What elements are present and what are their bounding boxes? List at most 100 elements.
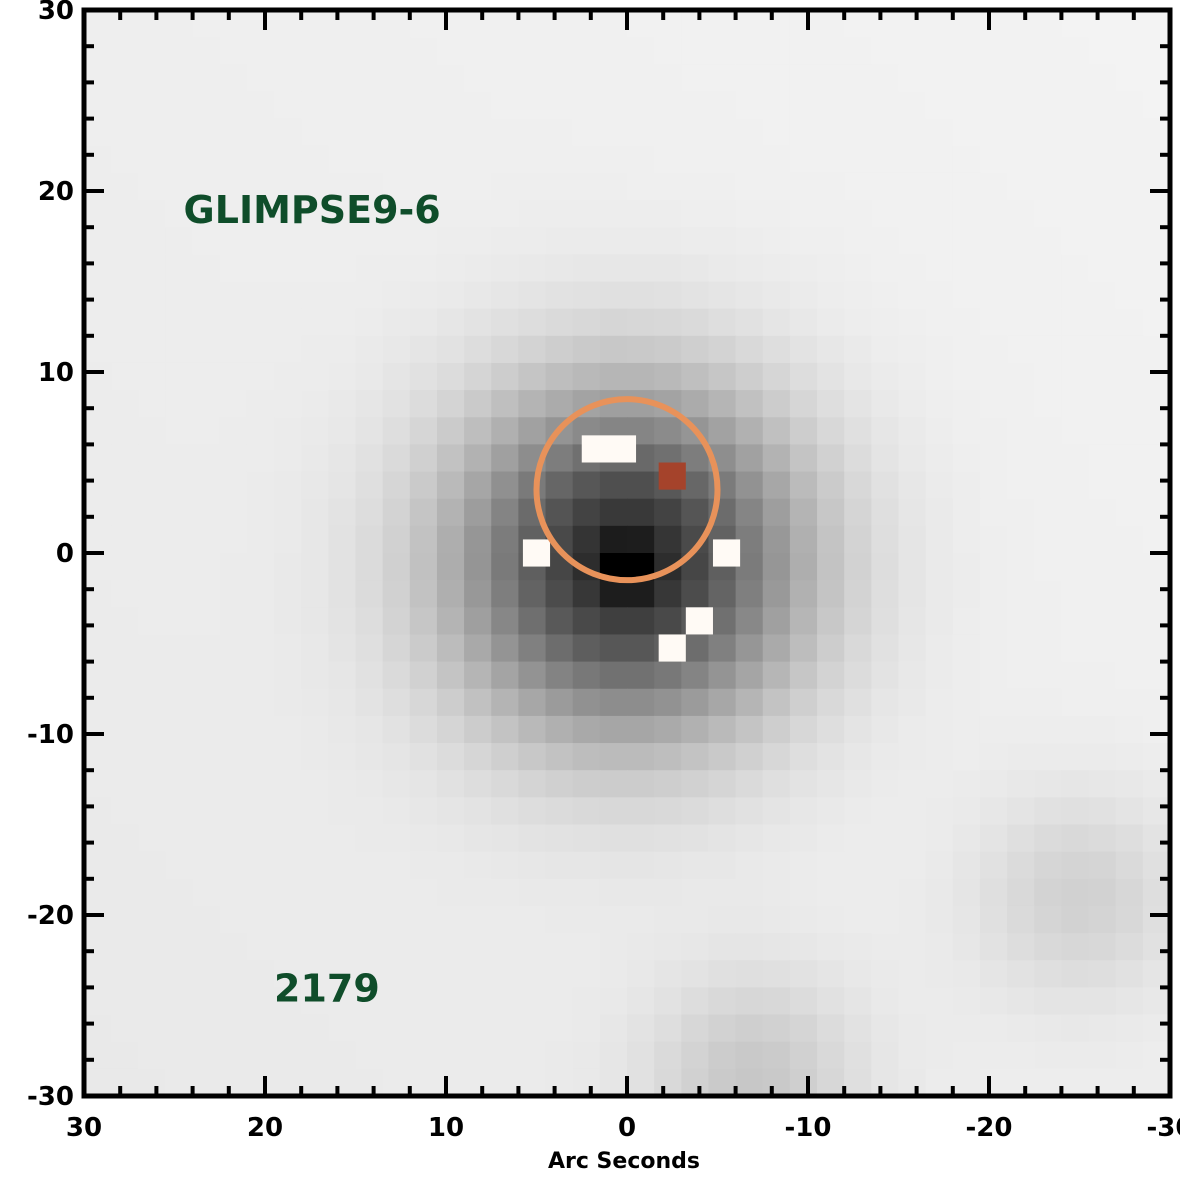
image-pixel — [627, 960, 655, 988]
image-pixel — [952, 390, 981, 418]
image-pixel — [84, 227, 112, 255]
image-pixel — [681, 10, 710, 38]
image-pixel — [844, 227, 872, 255]
image-pixel — [599, 824, 628, 853]
image-pixel — [871, 553, 900, 581]
image-pixel — [219, 1014, 248, 1043]
image-pixel — [301, 553, 329, 581]
image-pixel — [518, 987, 547, 1016]
image-pixel — [599, 960, 628, 988]
image-pixel — [681, 1068, 710, 1096]
image-pixel — [328, 281, 357, 310]
x-axis-title: Arc Seconds — [548, 1149, 700, 1174]
image-pixel — [789, 824, 818, 853]
image-pixel — [1142, 37, 1170, 65]
image-pixel — [301, 64, 329, 93]
saturated-pixel — [581, 435, 637, 463]
image-pixel — [952, 281, 981, 310]
image-pixel — [627, 688, 655, 717]
image-pixel — [708, 797, 737, 826]
image-pixel — [708, 580, 737, 608]
image-pixel — [409, 553, 438, 581]
image-pixel — [599, 200, 628, 228]
image-pixel — [762, 933, 791, 961]
image-pixel — [436, 308, 465, 337]
image-pixel — [762, 281, 791, 310]
image-pixel — [192, 417, 221, 445]
image-pixel — [708, 960, 737, 988]
image-pixel — [898, 525, 927, 554]
image-pixel — [925, 498, 954, 527]
image-pixel — [898, 281, 927, 310]
image-pixel — [1142, 91, 1170, 120]
image-pixel — [355, 281, 384, 310]
image-pixel — [138, 851, 167, 880]
image-pixel — [572, 471, 601, 500]
image-pixel — [491, 607, 519, 636]
image-pixel — [599, 1041, 628, 1070]
image-pixel — [1034, 145, 1062, 174]
image-pixel — [355, 172, 384, 201]
image-pixel — [572, 281, 601, 310]
image-pixel — [1007, 1041, 1035, 1070]
image-pixel — [952, 1068, 981, 1096]
image-pixel — [898, 417, 927, 445]
image-pixel — [1007, 933, 1035, 961]
image-pixel — [1007, 335, 1035, 364]
image-pixel — [654, 770, 682, 798]
image-pixel — [1115, 1068, 1144, 1096]
image-pixel — [464, 960, 492, 988]
image-pixel — [681, 797, 710, 826]
image-pixel — [1142, 145, 1170, 174]
image-pixel — [518, 200, 547, 228]
image-pixel — [382, 715, 411, 744]
image-pixel — [328, 227, 357, 255]
image-pixel — [464, 498, 492, 527]
image-pixel — [572, 64, 601, 93]
image-pixel — [979, 743, 1008, 771]
image-pixel — [925, 118, 954, 147]
image-pixel — [1007, 1014, 1035, 1043]
image-pixel — [274, 770, 302, 798]
image-pixel — [1061, 471, 1090, 500]
image-pixel — [274, 362, 302, 391]
image-pixel — [1142, 607, 1170, 636]
image-pixel — [111, 281, 139, 310]
image-pixel — [436, 987, 465, 1016]
image-pixel — [599, 797, 628, 826]
image-pixel — [1034, 227, 1062, 255]
image-pixel — [246, 362, 275, 391]
image-pixel — [925, 1041, 954, 1070]
image-pixel — [355, 580, 384, 608]
image-pixel — [952, 797, 981, 826]
image-pixel — [627, 91, 655, 120]
image-pixel — [1061, 797, 1090, 826]
image-pixel — [681, 172, 710, 201]
image-pixel — [246, 417, 275, 445]
image-pixel — [382, 227, 411, 255]
image-pixel — [627, 498, 655, 527]
image-pixel — [627, 824, 655, 853]
image-pixel — [627, 10, 655, 38]
saturated-pixel — [685, 607, 713, 635]
image-pixel — [1061, 281, 1090, 310]
image-pixel — [572, 1014, 601, 1043]
image-pixel — [355, 390, 384, 418]
image-pixel — [111, 525, 139, 554]
image-pixel — [627, 335, 655, 364]
image-pixel — [355, 308, 384, 337]
image-pixel — [409, 743, 438, 771]
image-pixel — [572, 987, 601, 1016]
image-pixel — [871, 145, 900, 174]
image-pixel — [654, 37, 682, 65]
image-pixel — [925, 64, 954, 93]
image-pixel — [518, 254, 547, 283]
image-pixel — [464, 987, 492, 1016]
image-pixel — [1088, 172, 1117, 201]
image-pixel — [1115, 553, 1144, 581]
image-pixel — [572, 227, 601, 255]
image-pixel — [301, 987, 329, 1016]
image-pixel — [871, 308, 900, 337]
image-pixel — [952, 335, 981, 364]
image-pixel — [301, 308, 329, 337]
